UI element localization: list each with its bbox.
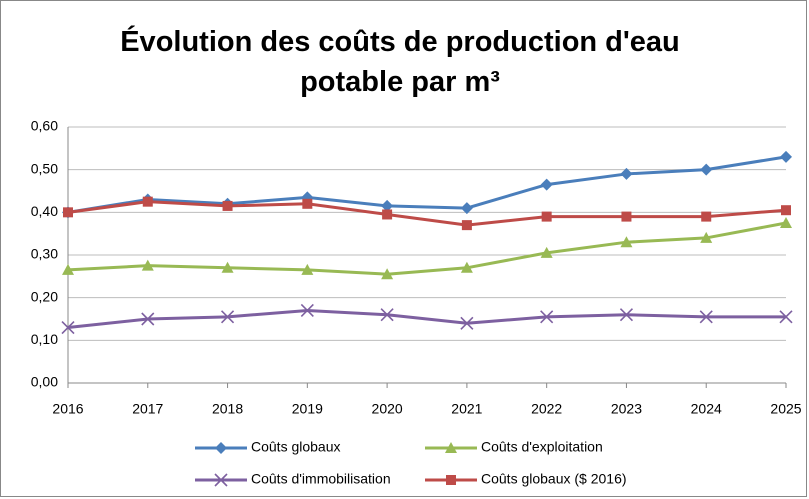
legend-marker: [214, 473, 228, 487]
marker: [700, 231, 713, 243]
marker: [620, 167, 633, 180]
marker: [141, 312, 155, 326]
marker: [699, 310, 713, 324]
x-tick-label: 2020: [372, 401, 403, 417]
x-tick-label: 2025: [770, 401, 801, 417]
x-tick-label: 2017: [132, 401, 163, 417]
marker: [381, 199, 394, 212]
marker: [701, 211, 712, 222]
y-tick-label: 0,00: [31, 374, 58, 390]
marker: [540, 178, 553, 191]
marker: [540, 246, 553, 258]
series-line: [67, 221, 787, 276]
legend-marker: [445, 442, 457, 453]
marker: [380, 308, 394, 322]
marker: [781, 205, 791, 216]
y-tick-label: 0,30: [31, 246, 58, 262]
chart-title: Évolution des coûts de production d'eau …: [120, 26, 680, 98]
x-tick-label: 2018: [212, 401, 243, 417]
y-tick-label: 0,40: [31, 203, 58, 219]
legend-label: Coûts globaux: [251, 439, 341, 455]
x-tick-label: 2016: [52, 401, 83, 417]
marker: [142, 196, 153, 207]
series-line: [67, 308, 786, 330]
marker: [460, 316, 474, 330]
marker: [62, 263, 74, 275]
y-tick-label: 0,50: [31, 160, 58, 176]
x-tick-label: 2019: [292, 401, 323, 417]
marker: [381, 268, 394, 280]
marker: [61, 320, 75, 335]
marker: [300, 303, 314, 318]
marker: [221, 261, 234, 273]
marker: [222, 200, 233, 211]
legend-label: Coûts d'immobilisation: [251, 471, 391, 487]
marker: [220, 310, 235, 324]
marker: [460, 261, 473, 273]
legend-label: Coûts globaux ($ 2016): [481, 471, 627, 487]
marker: [780, 150, 792, 163]
series-line: [67, 155, 787, 214]
marker: [620, 236, 633, 248]
marker: [63, 207, 73, 218]
marker: [541, 211, 552, 222]
marker: [460, 202, 473, 215]
marker: [461, 220, 472, 231]
marker: [302, 198, 313, 209]
marker: [779, 310, 793, 324]
y-tick-label: 0,10: [31, 331, 58, 347]
x-tick-label: 2023: [611, 401, 642, 417]
marker: [301, 263, 314, 275]
x-tick-label: 2024: [691, 401, 722, 417]
x-tick-label: 2021: [451, 401, 482, 417]
marker: [141, 259, 154, 271]
legend-marker: [446, 475, 456, 485]
marker: [621, 211, 632, 222]
marker: [540, 310, 554, 324]
marker: [700, 163, 713, 176]
legend-marker: [215, 442, 227, 454]
y-tick-label: 0,20: [31, 288, 58, 304]
marker: [780, 217, 792, 228]
series-line: [67, 200, 787, 227]
marker: [619, 308, 634, 322]
x-tick-label: 2022: [531, 401, 562, 417]
legend-label: Coûts d'exploitation: [481, 439, 603, 455]
y-tick-label: 0,60: [31, 118, 58, 134]
marker: [382, 209, 393, 220]
